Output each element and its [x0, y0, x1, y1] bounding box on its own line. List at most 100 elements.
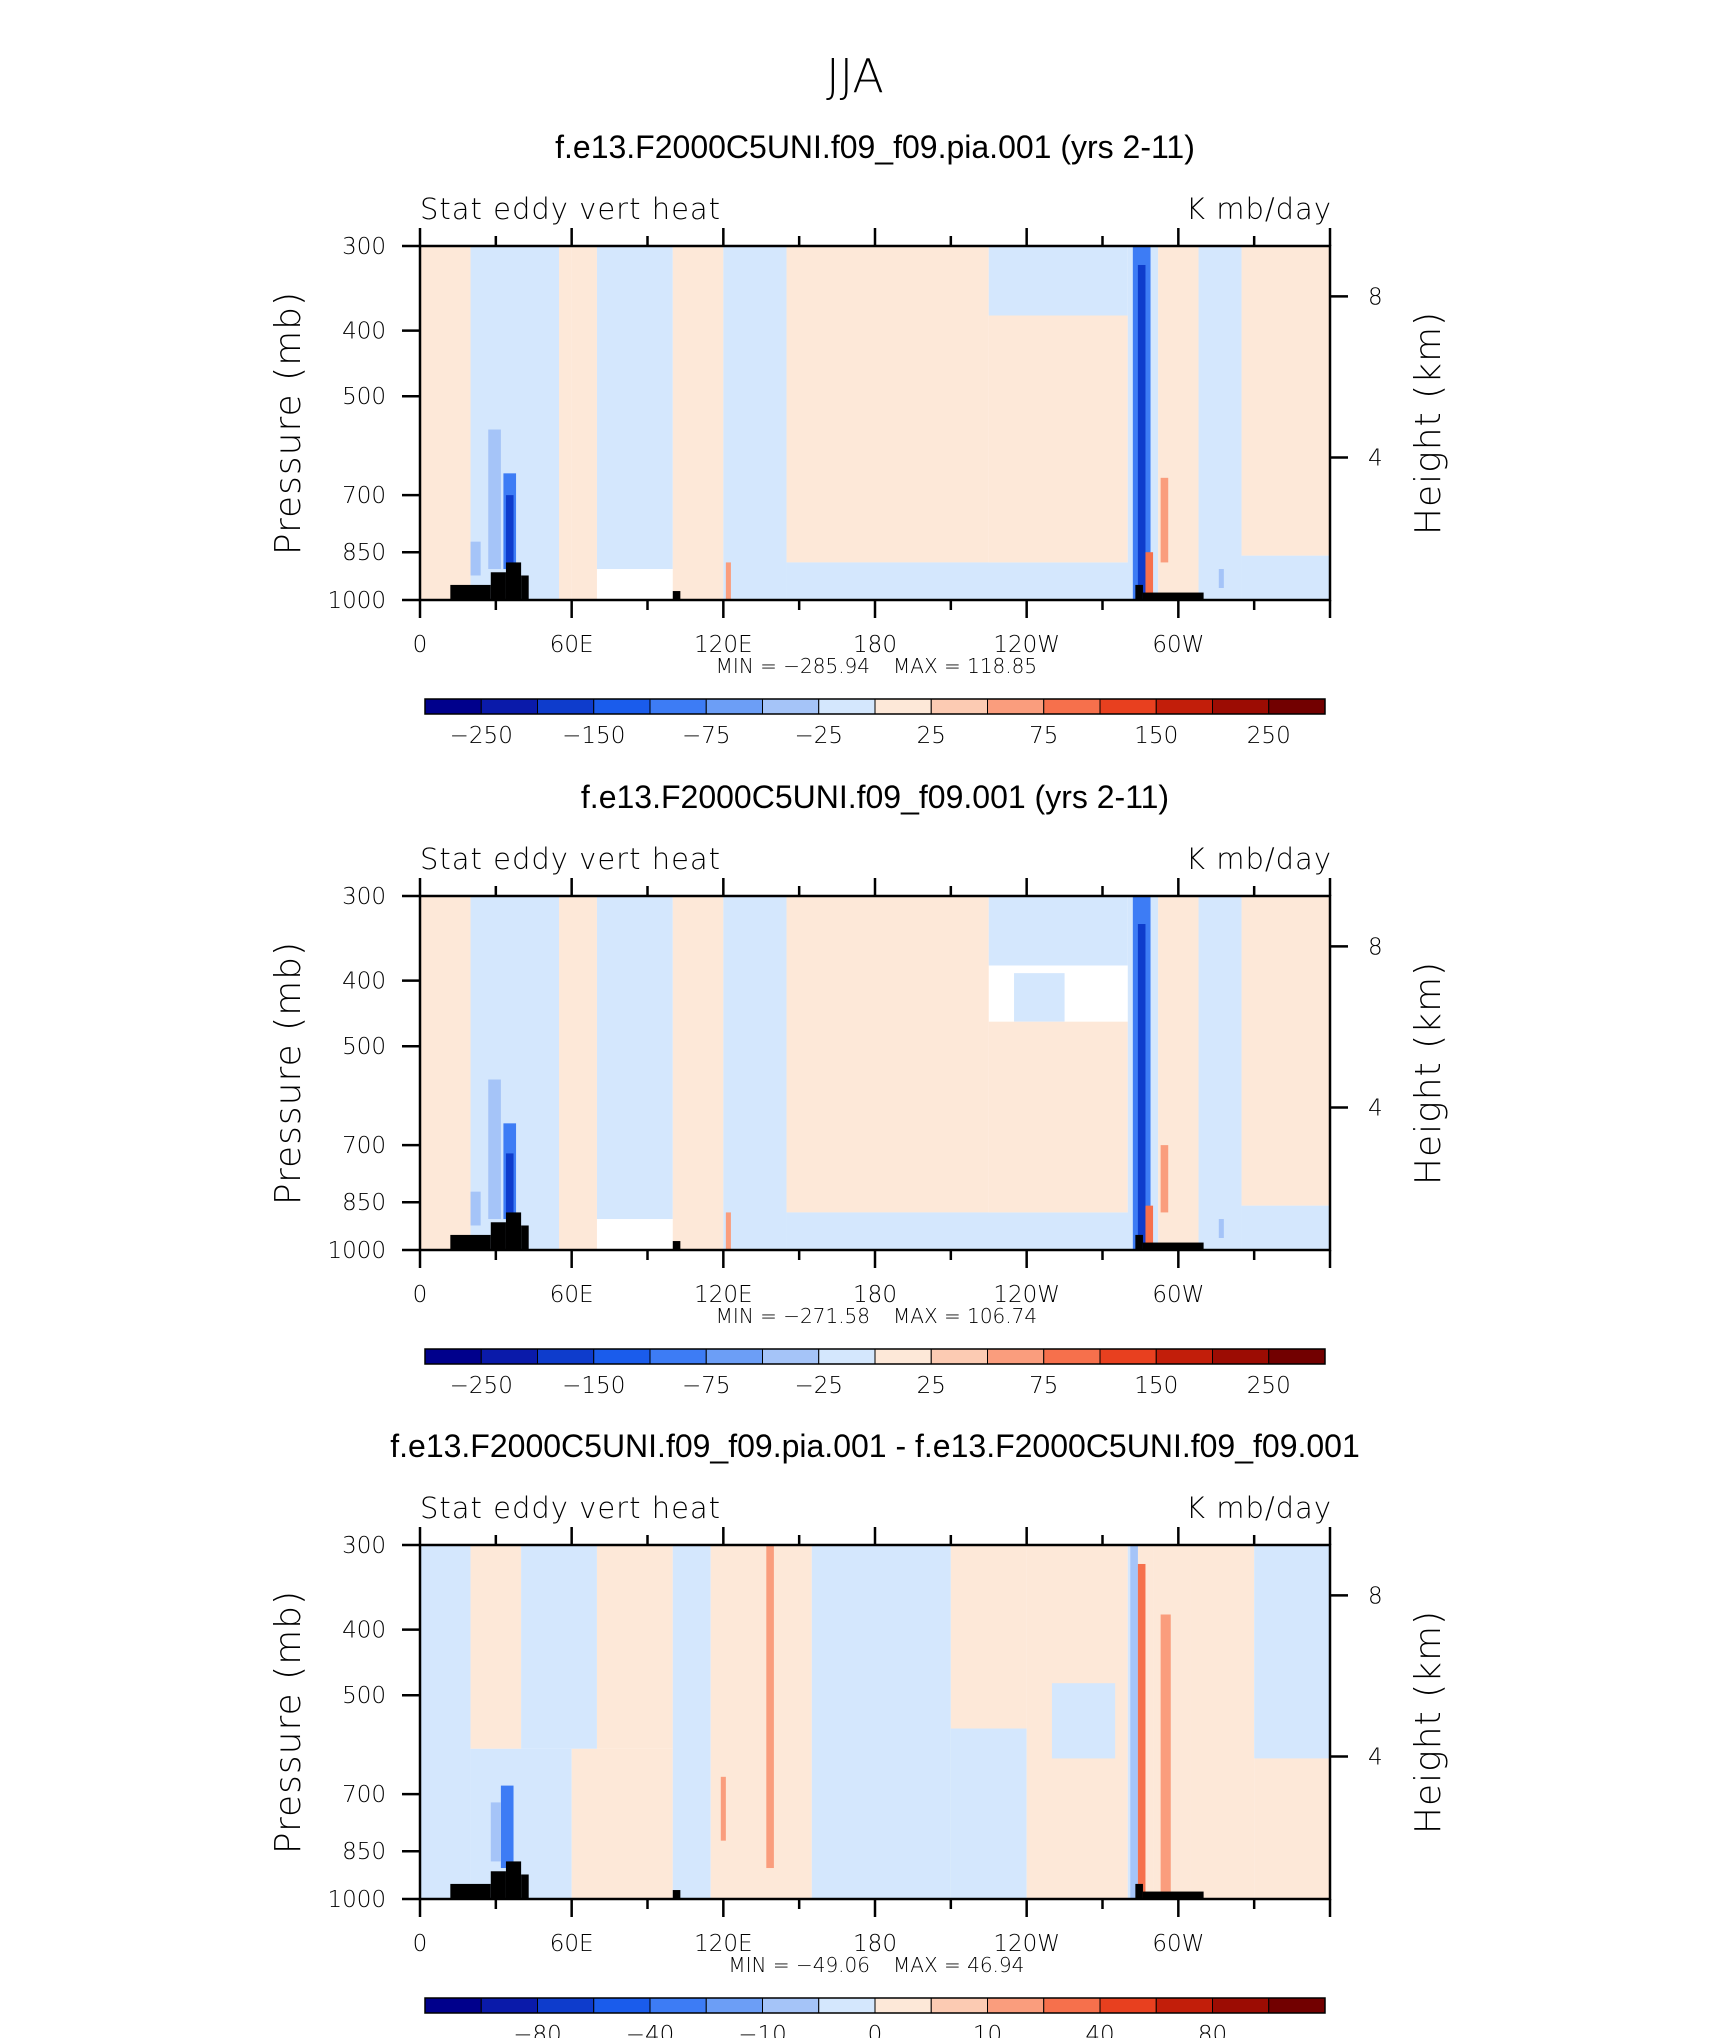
- colorbar-swatch: [1212, 1348, 1270, 1365]
- colorbar-swatch: [987, 698, 1045, 715]
- contour-region-light_blue: [1198, 246, 1242, 600]
- topography-block: [521, 1874, 529, 1899]
- topography-block: [450, 1883, 491, 1899]
- colorbar-swatch: [1268, 698, 1326, 715]
- colorbar-swatch: [874, 1348, 932, 1365]
- y-tick-label: 700: [342, 1782, 386, 1808]
- colorbar-swatch: [705, 698, 763, 715]
- y-tick-label: 850: [342, 540, 386, 566]
- contour-region-light_orange: [786, 246, 989, 563]
- colorbar-swatch: [649, 1997, 707, 2014]
- y-tick-label: 400: [342, 969, 386, 995]
- contour-region-light_orange: [710, 1545, 812, 1899]
- colorbar-swatch: [762, 698, 820, 715]
- height-tick-label: 4: [1368, 1745, 1383, 1771]
- colorbar-label: 250: [1247, 1373, 1291, 1399]
- contour-region-light_blue: [596, 246, 673, 570]
- colorbar-swatch: [874, 1997, 932, 2014]
- colorbar-swatch: [1268, 1348, 1326, 1365]
- contour-region-light_orange: [1241, 246, 1330, 556]
- x-tick-label: 60E: [550, 1931, 594, 1957]
- colorbar-swatch: [480, 1997, 538, 2014]
- contour-region-light_blue: [1051, 1683, 1116, 1759]
- contour-region-light_orange: [559, 896, 597, 1250]
- contour-region-orange: [720, 1776, 726, 1841]
- contour-region-light_orange: [571, 246, 597, 600]
- y-tick-label: 400: [342, 1618, 386, 1644]
- contour-region-light_blue: [1254, 1545, 1330, 1759]
- topography-block: [450, 1234, 491, 1250]
- topography-block: [521, 575, 529, 600]
- y-tick-label: 400: [342, 319, 386, 345]
- height-tick-label: 8: [1368, 934, 1383, 960]
- colorbar-label: 80: [1198, 2022, 1227, 2038]
- colorbar-swatch: [874, 698, 932, 715]
- colorbar-swatch: [1043, 1348, 1101, 1365]
- y-axis-label-right: Height (km): [1408, 311, 1449, 535]
- x-tick-label: 0: [413, 1931, 428, 1957]
- contour-field: [420, 246, 1330, 600]
- colorbar-swatch: [537, 698, 595, 715]
- y-tick-label: 500: [342, 1034, 386, 1060]
- contour-region-light_orange: [420, 896, 471, 1250]
- y-tick-label: 500: [342, 384, 386, 410]
- colorbar-swatch: [705, 1997, 763, 2014]
- panel-title: f.e13.F2000C5UNI.f09_f09.pia.001 - f.e13…: [390, 1428, 1360, 1464]
- colorbar-swatch: [987, 1348, 1045, 1365]
- x-tick-label: 120E: [694, 632, 752, 658]
- height-tick-label: 4: [1368, 446, 1383, 472]
- colorbar-swatch: [1099, 698, 1157, 715]
- contour-region-deep_blue: [1137, 264, 1146, 595]
- topography-block: [1142, 1891, 1204, 1899]
- x-tick-label: 60W: [1152, 1282, 1204, 1308]
- y-tick-label: 850: [342, 1190, 386, 1216]
- x-tick-label: 0: [413, 632, 428, 658]
- colorbar-swatch: [1155, 1348, 1213, 1365]
- colorbar-swatch: [649, 698, 707, 715]
- topography-block: [672, 591, 681, 600]
- topography-block: [1135, 1234, 1143, 1250]
- colorbar-label: 150: [1134, 1373, 1178, 1399]
- panel-title: f.e13.F2000C5UNI.f09_f09.pia.001 (yrs 2-…: [555, 129, 1195, 165]
- y-tick-label: 300: [342, 884, 386, 910]
- contour-region-light_blue: [988, 246, 1128, 316]
- contour-region-red_orange: [1145, 552, 1154, 600]
- colorbar-label: −80: [513, 2022, 562, 2038]
- colorbar-swatch: [593, 1348, 651, 1365]
- y-tick-label: 700: [342, 483, 386, 509]
- contour-region-light_blue: [950, 1728, 1027, 1899]
- contour-region-light_blue: [596, 896, 673, 1220]
- colorbar-label: −75: [682, 1373, 731, 1399]
- colorbar-swatch: [818, 1348, 876, 1365]
- colorbar-swatch: [987, 1997, 1045, 2014]
- max-label: MAX = 106.74: [893, 1304, 1037, 1328]
- topography-block: [1142, 592, 1204, 600]
- colorbar-swatch: [705, 1348, 763, 1365]
- panel-1: f.e13.F2000C5UNI.f09_f09.pia.001 (yrs 2-…: [268, 129, 1449, 749]
- colorbar-label: −250: [450, 723, 513, 749]
- contour-region-med_blue: [1218, 569, 1224, 588]
- colorbar-swatch: [1155, 698, 1213, 715]
- contour-region-light_orange: [596, 1545, 673, 1749]
- colorbar-label: 150: [1134, 723, 1178, 749]
- colorbar-swatch: [1043, 1997, 1101, 2014]
- colorbar-label: −10: [738, 2022, 787, 2038]
- colorbar-label: −25: [794, 1373, 843, 1399]
- contour-region-orange: [1160, 1614, 1171, 1894]
- y-tick-label: 300: [342, 1533, 386, 1559]
- contour-region-light_blue: [672, 1545, 711, 1899]
- colorbar-swatch: [1099, 1348, 1157, 1365]
- y-tick-label: 850: [342, 1839, 386, 1865]
- contour-region-med_blue: [470, 541, 481, 576]
- colorbar-swatch: [930, 1997, 988, 2014]
- colorbar-swatch: [930, 698, 988, 715]
- contour-region-light_orange: [1153, 1545, 1191, 1899]
- y-tick-label: 1000: [327, 1887, 386, 1913]
- colorbar-swatch: [818, 1997, 876, 2014]
- colorbar-swatch: [818, 698, 876, 715]
- contour-region-orange: [766, 1545, 774, 1869]
- max-label: MAX = 118.85: [893, 654, 1037, 678]
- panel-3: f.e13.F2000C5UNI.f09_f09.pia.001 - f.e13…: [268, 1428, 1449, 2038]
- contour-region-light_blue: [811, 1545, 951, 1899]
